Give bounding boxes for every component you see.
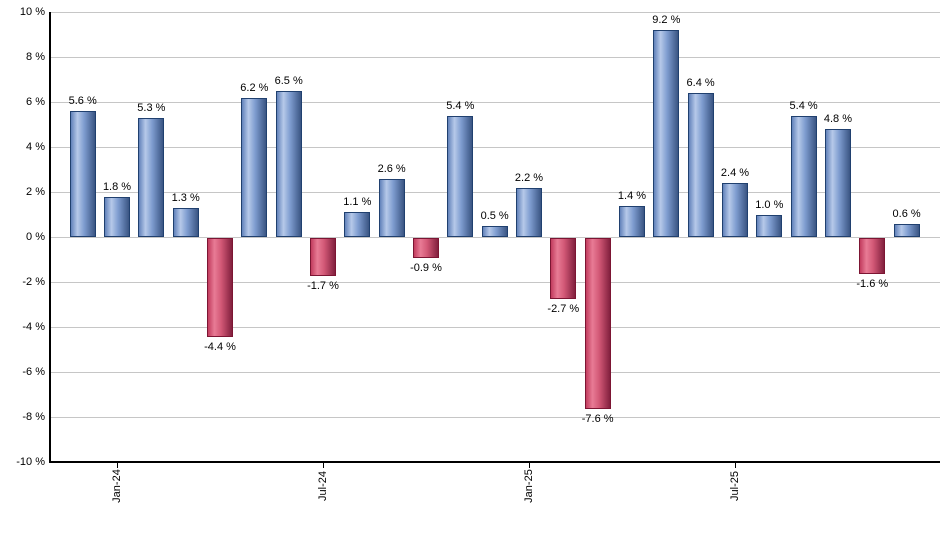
bar [69, 111, 96, 237]
bar-value-label: 5.4 % [789, 99, 818, 112]
bar-value-label: 4.8 % [823, 113, 853, 125]
y-axis-line [49, 12, 51, 463]
gridline [50, 237, 940, 238]
y-axis-tick-label: -4 % [22, 321, 45, 333]
bar-value-label: 6.5 % [274, 74, 303, 87]
bar-value-label: 1.8 % [102, 180, 132, 193]
y-axis-tick-label: 10 % [19, 6, 45, 18]
bar-value-label: 5.3 % [137, 101, 166, 114]
y-axis-tick-label: 0 % [26, 231, 45, 243]
bar [721, 183, 748, 237]
bar [824, 129, 851, 237]
bar [687, 93, 714, 237]
x-axis-tick-label: Jan-25 [522, 469, 535, 503]
bar-value-label: 0.6 % [892, 207, 921, 220]
gridline [50, 102, 940, 103]
x-axis-tick-label: Jul-25 [728, 471, 741, 501]
bar [618, 205, 645, 237]
bar [859, 238, 886, 274]
bar-value-label: 1.0 % [755, 198, 784, 211]
gridline [50, 147, 940, 148]
bar [344, 212, 371, 237]
bar-value-label: 1.1 % [343, 196, 372, 209]
gridline [50, 372, 940, 373]
y-axis-tick-label: -8 % [22, 411, 45, 423]
bar [653, 30, 680, 237]
gridline [50, 192, 940, 193]
bar [310, 238, 336, 277]
bar [756, 214, 783, 237]
gridline [50, 12, 940, 13]
bar-value-label: -7.6 % [581, 413, 614, 425]
bar [790, 115, 817, 237]
y-axis-tick-label: 6 % [26, 96, 45, 108]
bar [138, 117, 165, 237]
x-axis-tick-label: Jan-24 [111, 469, 124, 503]
bar-value-label: 2.4 % [720, 167, 750, 179]
bar [893, 223, 920, 237]
bar-value-label: -4.4 % [204, 341, 236, 353]
bar [207, 238, 234, 337]
y-axis-tick-label: -10 % [16, 456, 45, 468]
gridline [50, 282, 940, 283]
bar [515, 187, 542, 237]
y-axis-tick-label: -6 % [22, 366, 45, 378]
bar-value-label: -2.7 % [547, 302, 580, 315]
x-axis-tick [734, 462, 736, 468]
bar-value-label: 1.4 % [617, 189, 647, 202]
gridline [50, 417, 940, 418]
bar [584, 238, 611, 409]
y-axis-tick-label: 2 % [26, 186, 45, 198]
bar-value-label: -1.7 % [307, 280, 339, 293]
bar-value-label: -1.6 % [856, 278, 889, 290]
bar-value-label: 0.5 % [480, 209, 509, 222]
y-axis-tick-label: -2 % [22, 276, 45, 288]
y-axis-tick-label: 4 % [26, 141, 45, 153]
bar-value-label: 6.2 % [240, 81, 269, 94]
bar [172, 207, 199, 237]
x-axis-tick [323, 462, 324, 468]
bar [378, 178, 405, 237]
bar [550, 238, 577, 299]
bar [413, 238, 439, 259]
bar-value-label: -0.9 % [410, 262, 442, 275]
x-axis-tick [117, 462, 119, 468]
x-axis-line [49, 461, 940, 463]
x-axis-tick-label: Jul-24 [317, 471, 329, 501]
bar [104, 196, 131, 237]
bar [275, 90, 302, 237]
gridline [50, 327, 940, 328]
bar-value-label: 5.6 % [68, 95, 97, 107]
y-axis-tick-label: 8 % [26, 51, 45, 63]
bar [447, 115, 474, 237]
bar-value-label: 1.3 % [171, 191, 200, 204]
x-axis-tick [528, 462, 530, 468]
bar-value-label: 6.4 % [686, 77, 715, 89]
bar-value-label: 5.4 % [446, 99, 475, 112]
bar [241, 97, 268, 237]
gridline [50, 57, 940, 58]
bar [481, 225, 508, 237]
bar-value-label: 2.6 % [377, 162, 406, 175]
bar-value-label: 2.2 % [514, 171, 544, 184]
bar-value-label: 9.2 % [652, 14, 681, 26]
